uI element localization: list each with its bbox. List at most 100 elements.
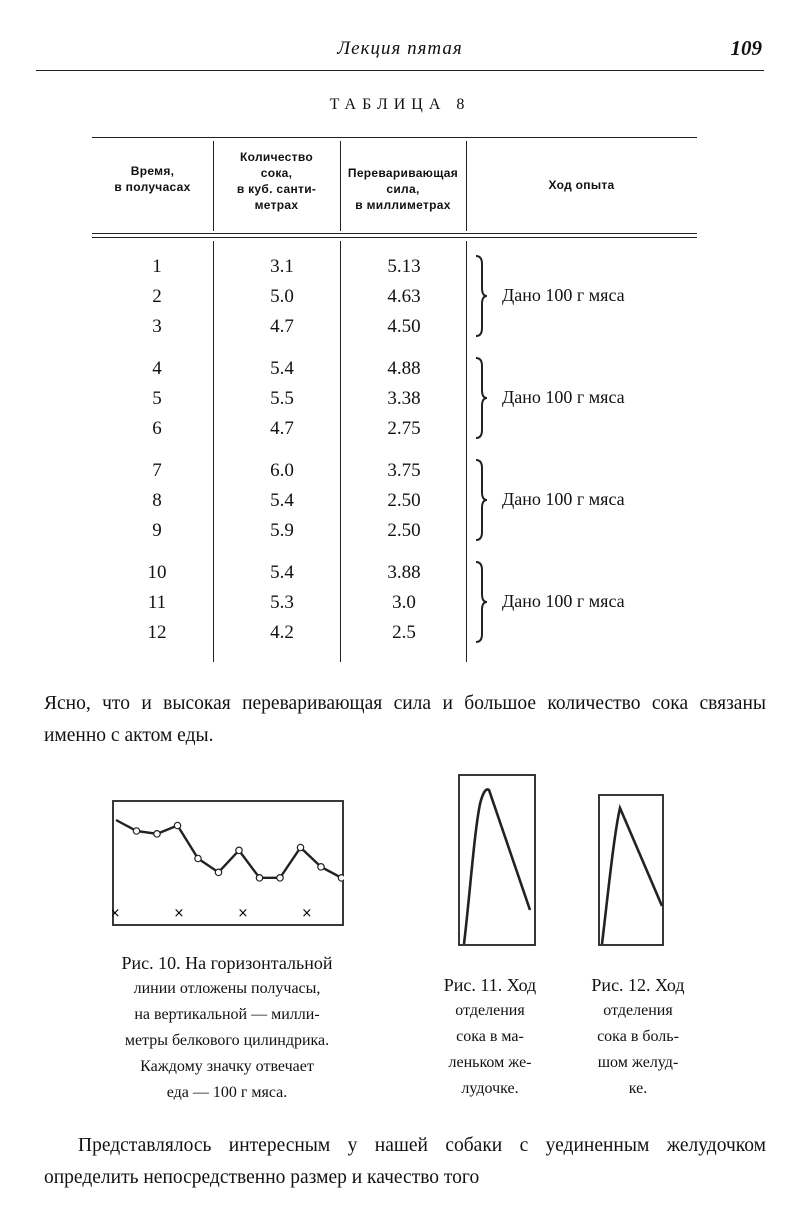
figure-10-caption-line: метры белкового цилиндрика. bbox=[124, 1032, 330, 1049]
figure-10-point bbox=[337, 874, 346, 882]
body-divider-1 bbox=[213, 241, 214, 662]
paragraph-1: Ясно, что и высокая переваривающая сила … bbox=[44, 693, 766, 746]
group-brace bbox=[475, 255, 488, 337]
figure-10-chart: × × × × bbox=[110, 800, 363, 926]
figure-10-point bbox=[153, 830, 161, 838]
group-label: Дано 100 г мяса bbox=[502, 591, 625, 611]
header-juice: Количество сока, в куб. санти- метрах bbox=[236, 150, 317, 212]
figure-11-caption: Рис. 11. Ход отделения сока в ма- ленько… bbox=[420, 972, 560, 1102]
figure-12 bbox=[598, 794, 664, 946]
table-cell-time: 1 bbox=[152, 256, 162, 277]
body-divider-3 bbox=[466, 241, 467, 662]
table-cell-power: 4.50 bbox=[387, 316, 421, 337]
header-time: Время, в получасах bbox=[114, 164, 191, 194]
table-cell-juice: 5.0 bbox=[270, 286, 294, 307]
figure-10-caption-line: линии отложены получасы, bbox=[133, 980, 321, 997]
data-table: Время, в получасах Количество сока, в ку… bbox=[92, 137, 697, 662]
figure-11-caption-line: лудочке. bbox=[461, 1080, 519, 1097]
table-cell-juice: 3.1 bbox=[270, 256, 294, 277]
figure-10-meal-mark: × bbox=[174, 906, 185, 921]
group-brace bbox=[475, 561, 488, 643]
running-title: Лекция пятая bbox=[337, 38, 463, 59]
figure-12-curve bbox=[600, 803, 664, 945]
table-cell-power: 2.75 bbox=[387, 418, 421, 439]
table-cell-power: 3.88 bbox=[387, 562, 421, 583]
table-cell-power: 2.5 bbox=[392, 622, 416, 643]
figure-10-point bbox=[276, 874, 284, 882]
table-cell-juice: 5.5 bbox=[270, 388, 294, 409]
figure-10-point bbox=[296, 843, 305, 852]
figure-11-caption-line: леньком же- bbox=[448, 1054, 532, 1071]
table-cell-juice: 4.7 bbox=[270, 418, 294, 439]
paragraph-2: Представлялось интересным у нашей собаки… bbox=[44, 1135, 766, 1188]
table-cell-juice: 5.3 bbox=[270, 592, 294, 613]
page-number: 109 bbox=[730, 36, 763, 60]
table-cell-juice: 4.2 bbox=[270, 622, 294, 643]
table-cell-power: 2.50 bbox=[387, 520, 421, 541]
figure-12-caption-line: сока в боль- bbox=[597, 1028, 679, 1045]
table-cell-power: 2.50 bbox=[387, 490, 421, 511]
table-cell-time: 3 bbox=[152, 316, 162, 337]
header-divider-2 bbox=[340, 141, 341, 231]
table-cell-time: 5 bbox=[152, 388, 162, 409]
figure-11-caption-line: Рис. 11. Ход bbox=[443, 975, 537, 995]
figure-10-line bbox=[115, 818, 363, 884]
figure-11-caption-line: отделения bbox=[455, 1002, 525, 1019]
figure-12-caption: Рис. 12. Ход отделения сока в боль- шом … bbox=[568, 972, 708, 1102]
group-brace bbox=[475, 459, 488, 541]
table-cell-juice: 5.4 bbox=[270, 358, 294, 379]
header-power: Переваривающая сила, в миллиметрах bbox=[347, 166, 459, 212]
figure-11-curve bbox=[462, 788, 532, 945]
header-divider-3 bbox=[466, 141, 467, 231]
table-cell-juice: 5.9 bbox=[270, 520, 294, 541]
figure-11 bbox=[458, 774, 536, 946]
table-cell-time: 11 bbox=[147, 592, 167, 613]
figure-10-point bbox=[255, 874, 264, 882]
table-cell-time: 6 bbox=[152, 418, 162, 439]
table-cell-power: 3.38 bbox=[387, 388, 421, 409]
figure-10: × × × × bbox=[110, 800, 363, 926]
table-cell-time: 10 bbox=[147, 562, 167, 583]
figure-11-frame bbox=[458, 774, 536, 946]
group-label: Дано 100 г мяса bbox=[502, 489, 625, 509]
figure-10-point bbox=[317, 863, 325, 871]
figure-12-caption-line: шом желуд- bbox=[597, 1054, 679, 1071]
table-cell-time: 9 bbox=[152, 520, 162, 541]
body-divider-2 bbox=[340, 241, 341, 662]
figure-10-meal-mark: × bbox=[301, 906, 312, 921]
table-cell-power: 3.0 bbox=[392, 592, 416, 613]
group-label: Дано 100 г мяса bbox=[502, 285, 625, 305]
figure-10-frame bbox=[112, 800, 344, 926]
figure-10-caption-line: на вертикальной — милли- bbox=[134, 1006, 320, 1023]
table-cell-time: 12 bbox=[147, 622, 167, 643]
table-cell-power: 4.88 bbox=[387, 358, 421, 379]
running-head: Лекция пятая 109 bbox=[36, 34, 764, 71]
figure-10-caption-line: Рис. 10. На горизонтальной bbox=[121, 953, 333, 973]
table-cell-juice: 5.4 bbox=[270, 562, 294, 583]
figure-11-caption-line: сока в ма- bbox=[456, 1028, 524, 1045]
group-label: Дано 100 г мяса bbox=[502, 387, 625, 407]
header-rule-2 bbox=[92, 237, 697, 238]
figure-10-point bbox=[214, 868, 223, 877]
figure-10-meal-mark: × bbox=[237, 906, 248, 921]
figure-10-caption: Рис. 10. На горизонтальной линии отложен… bbox=[82, 950, 372, 1106]
figure-12-chart bbox=[598, 794, 664, 946]
table-cell-time: 8 bbox=[152, 490, 162, 511]
table-cell-power: 5.13 bbox=[387, 256, 421, 277]
figure-12-frame bbox=[598, 794, 664, 946]
table-cell-juice: 4.7 bbox=[270, 316, 294, 337]
group-brace bbox=[475, 357, 488, 439]
header-rule-1 bbox=[92, 233, 697, 234]
figure-10-point bbox=[194, 854, 202, 863]
figure-12-caption-line: ке. bbox=[628, 1080, 648, 1097]
figure-11-chart bbox=[458, 774, 536, 946]
table-cell-juice: 6.0 bbox=[270, 460, 294, 481]
figure-10-point bbox=[173, 821, 182, 830]
figure-10-caption-line: еда — 100 г мяса. bbox=[166, 1084, 288, 1101]
table-cell-power: 3.75 bbox=[387, 460, 421, 481]
header-divider-1 bbox=[213, 141, 214, 231]
table-top-rule bbox=[92, 137, 697, 138]
figure-10-point bbox=[235, 846, 243, 855]
table-cell-time: 7 bbox=[152, 460, 162, 481]
table-caption: ТАБЛИЦА 8 bbox=[329, 96, 471, 113]
